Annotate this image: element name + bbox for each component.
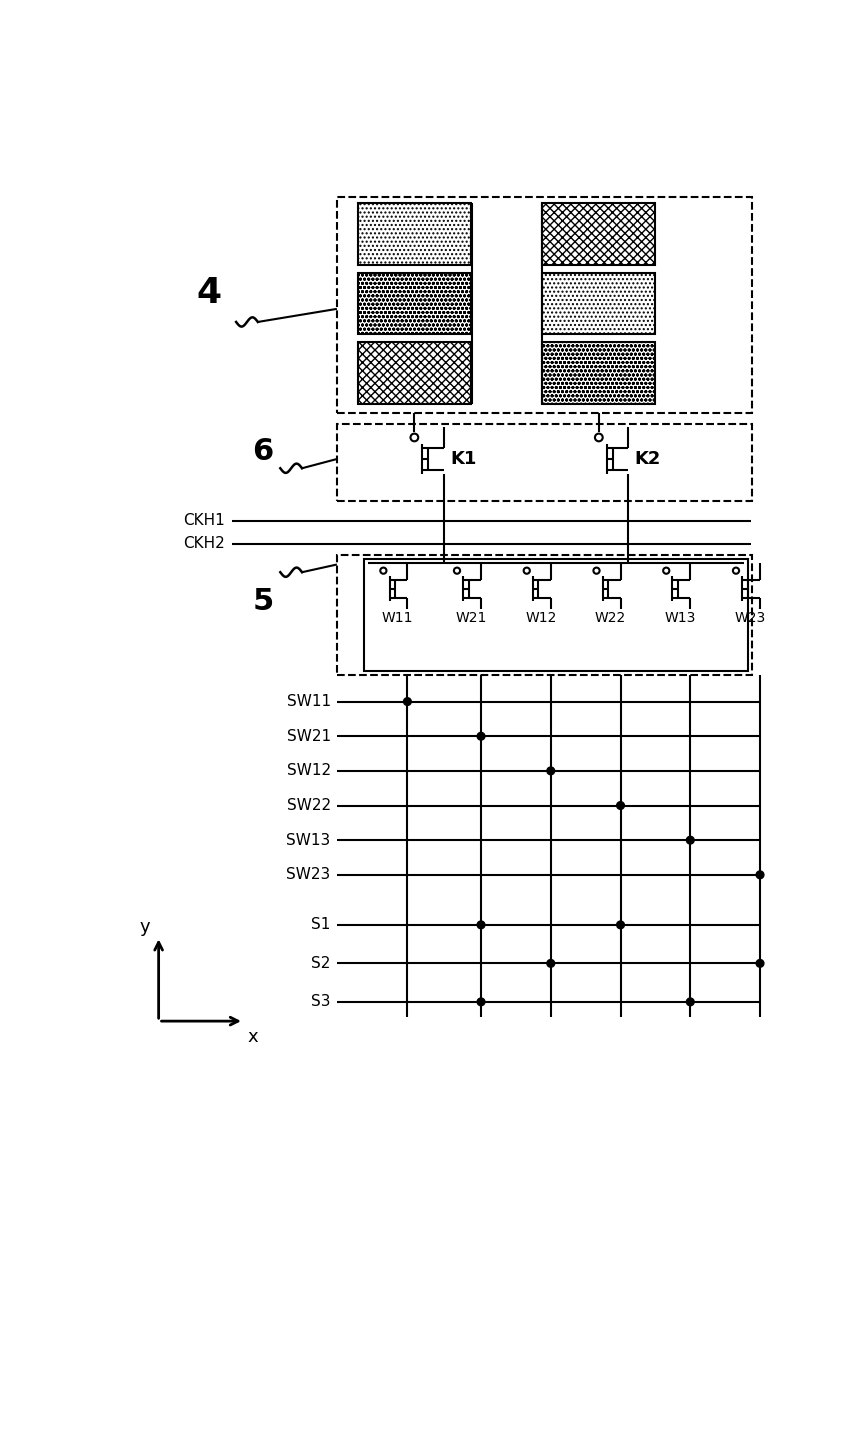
Bar [364,559,747,670]
Text: W22: W22 [595,611,626,625]
Text: CKH2: CKH2 [183,537,224,551]
Text: S1: S1 [311,917,331,933]
Circle shape [617,921,624,929]
Circle shape [687,836,695,844]
Text: CKH1: CKH1 [183,514,224,528]
Circle shape [404,698,411,705]
Text: SW21: SW21 [287,728,331,744]
Bar [358,342,471,403]
Circle shape [756,959,764,968]
Circle shape [477,921,485,929]
Circle shape [477,998,485,1006]
Circle shape [756,871,764,879]
Circle shape [617,801,624,810]
Text: 5: 5 [253,588,274,617]
Text: W21: W21 [456,611,487,625]
Text: K2: K2 [635,450,661,469]
Text: W13: W13 [665,611,696,625]
Text: SW12: SW12 [287,763,331,778]
Text: SW22: SW22 [287,798,331,813]
Bar [542,342,656,403]
Circle shape [687,998,695,1006]
Text: S3: S3 [311,994,331,1010]
Bar [542,273,656,334]
Text: SW11: SW11 [287,694,331,710]
Text: y: y [139,918,150,936]
Text: K1: K1 [450,450,476,469]
Text: x: x [248,1027,258,1046]
Text: 6: 6 [253,437,274,466]
Circle shape [477,733,485,740]
Circle shape [547,959,554,968]
Bar [358,203,471,266]
Text: SW23: SW23 [287,868,331,882]
Circle shape [547,768,554,775]
Bar [358,273,471,334]
Bar [337,556,752,675]
Text: S2: S2 [311,956,331,971]
Bar [337,424,752,502]
Bar [542,203,656,266]
Bar [337,197,752,414]
Text: W11: W11 [382,611,413,625]
Text: 4: 4 [197,277,222,311]
Text: W12: W12 [525,611,557,625]
Text: SW13: SW13 [287,833,331,847]
Text: W23: W23 [734,611,766,625]
